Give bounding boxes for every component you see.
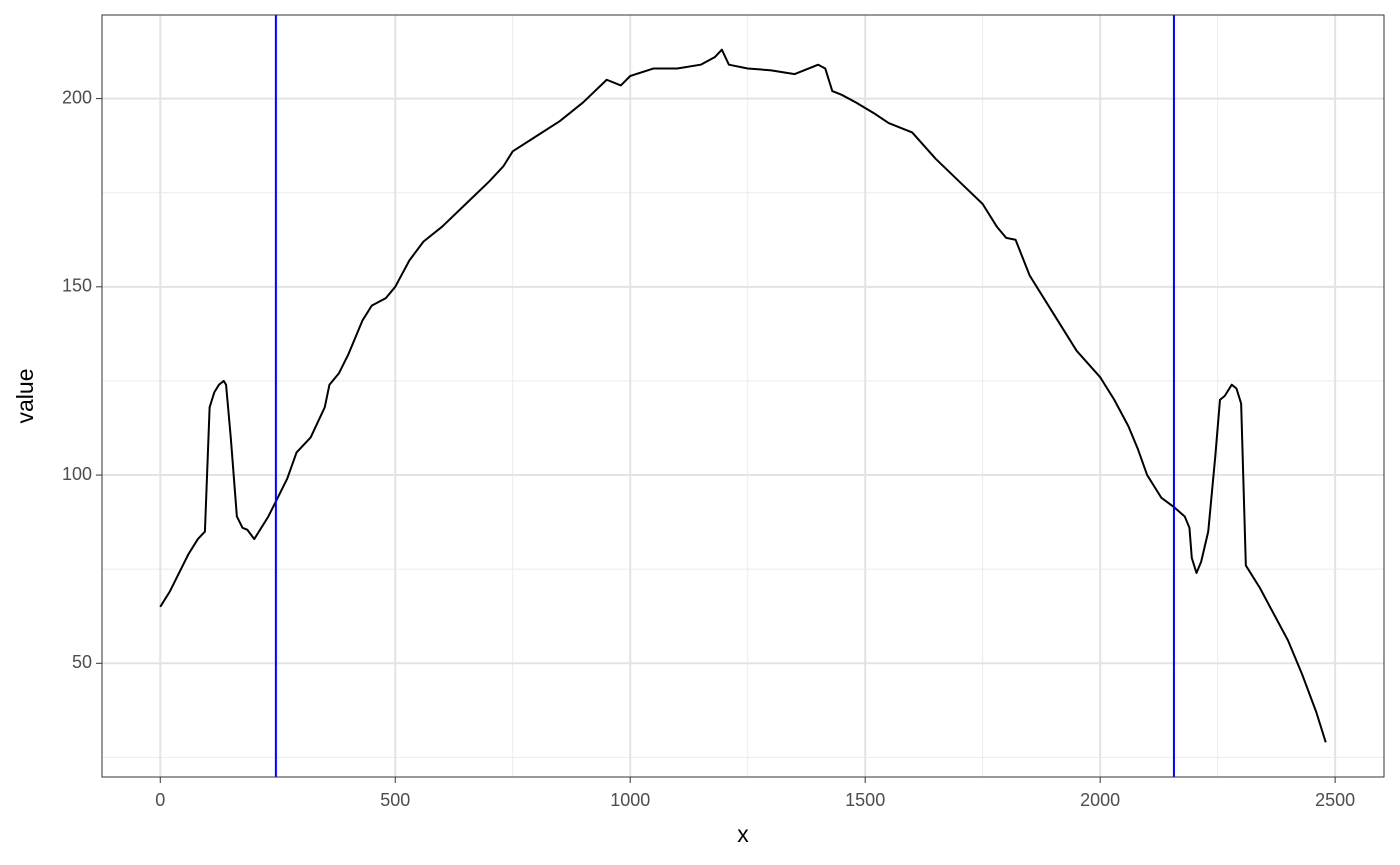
x-tick-label: 1000 [610,790,650,810]
x-tick-label: 0 [155,790,165,810]
x-tick-label: 2500 [1315,790,1355,810]
x-tick-label: 1500 [845,790,885,810]
y-tick-label: 100 [62,464,92,484]
data-line [159,48,1327,743]
y-axis-title: value [12,369,38,424]
x-tick-label: 500 [380,790,410,810]
x-axis-title: x [737,821,749,847]
y-tick-label: 200 [62,87,92,107]
panel-border [101,14,1385,778]
x-tick-label: 2000 [1080,790,1120,810]
y-tick-label: 50 [72,652,92,672]
y-tick-label: 150 [62,276,92,296]
